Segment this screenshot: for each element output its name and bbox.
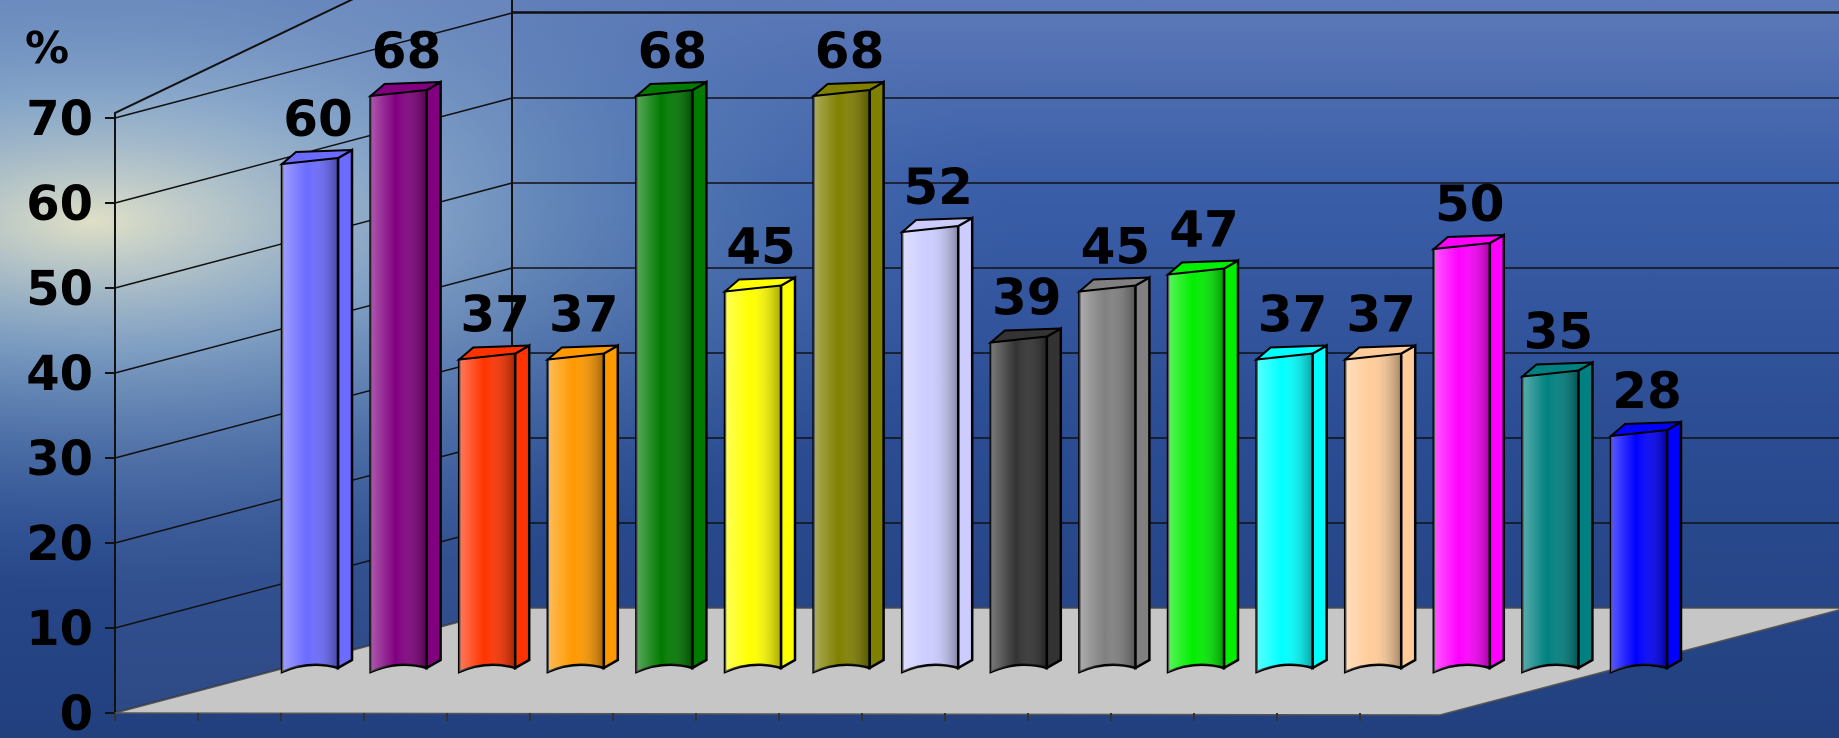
bar-value-label: 68: [815, 22, 885, 80]
y-tick-label: 70: [26, 91, 93, 147]
bar-side: [425, 79, 442, 671]
bar: [544, 343, 620, 674]
bar-value-label: 39: [992, 269, 1062, 327]
bar-shading: [1079, 284, 1136, 672]
bar-top: [721, 276, 796, 293]
bar-shading: [547, 352, 604, 672]
y-tick-label: 50: [26, 261, 93, 317]
bar: [810, 79, 885, 674]
bar: [899, 215, 974, 674]
bar-shading: [282, 156, 338, 672]
bar-shading: [1168, 267, 1224, 672]
bar: [987, 326, 1063, 674]
bar-side: [1222, 258, 1240, 671]
bar-top: [810, 81, 885, 98]
bar-value-label: 45: [726, 218, 796, 276]
bar-side: [602, 343, 620, 671]
bar-value-label: 37: [1258, 286, 1328, 344]
bar-side: [779, 275, 797, 671]
bar-top: [1607, 421, 1682, 438]
bar: [721, 275, 797, 674]
bar-value-label: 60: [283, 90, 353, 148]
bar-top: [1253, 344, 1328, 361]
bar-top: [367, 81, 442, 98]
bar-top: [1519, 361, 1593, 378]
y-tick-label: 20: [26, 516, 93, 572]
y-axis-tick-labels: 0 10 20 30 40 50 60 70: [26, 91, 93, 738]
bar-value-label: 37: [460, 286, 530, 344]
bar-value-label: 37: [1346, 286, 1416, 344]
y-tick-label: 0: [60, 686, 93, 738]
bar-side: [691, 79, 708, 671]
bar-side: [1045, 326, 1063, 671]
bar-shading: [725, 284, 781, 672]
bar-value-label: 47: [1169, 201, 1239, 259]
bar-value-label: 28: [1612, 362, 1682, 420]
bar-value-label: 45: [1081, 218, 1151, 276]
bar-shading: [636, 88, 693, 673]
bar-side: [1311, 343, 1328, 671]
bar-top: [987, 327, 1062, 344]
bar-value-label: 68: [638, 22, 708, 80]
data-labels: 60 68 37 37 68 45 68 52 39 45 47 37 37 50 35 28: [283, 22, 1682, 420]
bar: [633, 79, 708, 674]
bars: [278, 79, 1683, 674]
bar-top: [1342, 344, 1416, 361]
bar-side: [1134, 275, 1151, 671]
bar-top: [278, 149, 353, 166]
bar-top: [1164, 259, 1239, 276]
bar-value-label: 37: [549, 286, 619, 344]
bar-side: [956, 215, 974, 671]
bar-top: [899, 217, 973, 234]
bar: [1164, 258, 1240, 674]
y-tick-label: 30: [26, 431, 93, 487]
bar-value-label: 35: [1524, 303, 1594, 361]
bar-top: [633, 81, 707, 98]
y-tick-label: 60: [26, 176, 93, 232]
bar-top: [456, 344, 530, 361]
y-tick-label: 40: [26, 346, 93, 402]
bar-shading: [902, 224, 959, 672]
bar-top: [1076, 276, 1150, 293]
bar-value-label: 50: [1435, 175, 1505, 233]
bar: [367, 79, 442, 674]
bar-top: [1430, 234, 1505, 251]
bar: [1607, 419, 1683, 674]
bar-shading: [459, 352, 516, 672]
bar-side: [1399, 343, 1417, 671]
bar-side: [1665, 419, 1683, 671]
bar: [278, 147, 354, 674]
y-tick-label: 10: [26, 601, 93, 657]
gridline-side: [114, 12, 513, 119]
bar-shading: [1433, 241, 1490, 672]
bar-side: [1488, 232, 1506, 671]
bar-shading: [813, 88, 870, 673]
bar-shading: [1611, 428, 1667, 672]
bar-shading: [1345, 352, 1402, 672]
y-axis-unit-label: %: [25, 23, 69, 74]
bar-side: [1577, 360, 1594, 671]
bar-shading: [1522, 369, 1579, 672]
bar-side: [336, 147, 354, 671]
bar-value-label: 52: [903, 158, 973, 216]
bar: [456, 343, 531, 674]
bar-shading: [990, 335, 1047, 672]
bar-shading: [370, 88, 427, 673]
bar: [1519, 360, 1594, 674]
bar-shading: [1256, 352, 1313, 672]
bar: [1253, 343, 1328, 674]
bar-top: [544, 344, 619, 361]
bar-value-label: 68: [372, 22, 442, 80]
bar-side: [513, 343, 531, 671]
bar: [1430, 232, 1506, 674]
bar: [1076, 275, 1151, 674]
bar: [1342, 343, 1417, 674]
bar-side: [868, 79, 885, 671]
